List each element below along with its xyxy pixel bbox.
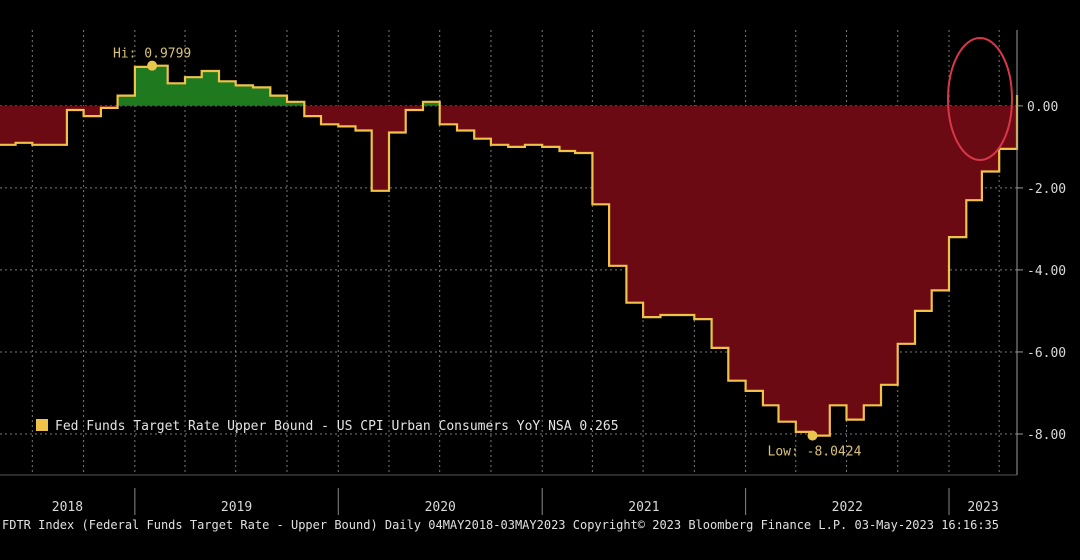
- low-marker: [807, 430, 818, 441]
- legend-swatch: [36, 419, 48, 431]
- hi-marker: [147, 60, 158, 71]
- x-tick-label: 2021: [628, 500, 659, 515]
- annotations: Hi: 0.9799 Low: -8.0424: [113, 37, 1013, 460]
- series-line: [0, 64, 1019, 437]
- x-tick-label: 2019: [221, 500, 252, 515]
- x-tick-label: 2022: [832, 500, 863, 515]
- area-negative: [0, 105, 1017, 436]
- footer-copyright: FDTR Index (Federal Funds Target Rate - …: [2, 518, 999, 532]
- x-tick-label: 2020: [425, 500, 456, 515]
- y-tick-label: -8.00: [1027, 428, 1066, 443]
- legend-label: Fed Funds Target Rate Upper Bound - US C…: [55, 419, 619, 434]
- highlight-circle: [947, 37, 1013, 162]
- y-tick-label: -6.00: [1027, 346, 1066, 361]
- legend: Fed Funds Target Rate Upper Bound - US C…: [36, 419, 619, 434]
- y-tick-label: -4.00: [1027, 264, 1066, 279]
- y-axis: 0.00 -2.00 -4.00 -6.00 -8.00: [1016, 30, 1066, 475]
- series-line-group: [0, 64, 1019, 437]
- area-fills: [0, 65, 1017, 436]
- y-tick-label: -2.00: [1027, 182, 1066, 197]
- x-axis: 2018 2019 2020 2021 2022 2023: [0, 474, 1017, 515]
- x-tick-label: 2023: [967, 500, 998, 515]
- hi-label: Hi: 0.9799: [113, 47, 191, 62]
- low-label: Low: -8.0424: [768, 445, 862, 460]
- x-tick-label: 2018: [52, 500, 83, 515]
- area-positive: [117, 65, 1017, 106]
- y-tick-label: 0.00: [1027, 100, 1058, 115]
